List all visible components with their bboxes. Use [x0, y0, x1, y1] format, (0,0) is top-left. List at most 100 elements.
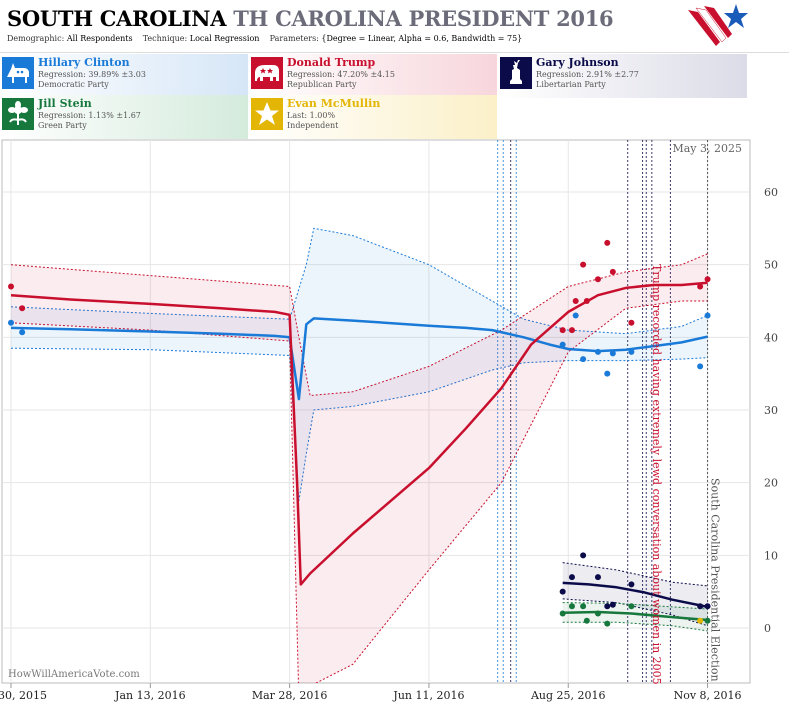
annotation-election: South Carolina Presidential Election — [709, 478, 722, 682]
data-point — [559, 341, 566, 348]
candidate-name: Gary Johnson — [536, 56, 619, 69]
data-point — [572, 298, 579, 304]
plot-area — [1, 139, 751, 684]
series-line — [562, 610, 708, 622]
band-lower — [10, 300, 708, 683]
data-point — [697, 283, 704, 290]
data-point — [628, 603, 635, 610]
date-label: May 3, 2025 — [672, 142, 742, 155]
data-point — [19, 305, 26, 312]
data-point — [594, 348, 601, 355]
y-tick-label: 30 — [764, 404, 778, 417]
band-upper — [562, 562, 708, 587]
data-point — [8, 283, 14, 290]
data-point — [568, 603, 575, 610]
data-point — [559, 588, 566, 595]
data-point — [704, 617, 711, 624]
y-tick-label: 10 — [764, 549, 778, 562]
flag-star-logo — [688, 4, 748, 46]
candidate-card-mcmullin: Evan McMullin Last: 1.00% Independent — [249, 95, 497, 139]
candidate-party: Republican Party — [287, 80, 357, 89]
data-point — [604, 370, 611, 377]
candidate-regression: Regression: 47.20% ±4.15 — [287, 70, 395, 79]
title-rest: TH CAROLINA PRESIDENT 2016 — [233, 6, 614, 31]
data-point — [572, 312, 579, 319]
page-title: SOUTH CAROLINA TH CAROLINA PRESIDENT 201… — [7, 6, 614, 31]
y-tick-label: 60 — [764, 186, 778, 199]
band-upper — [10, 253, 708, 397]
x-tick-label: Oct 30, 2015 — [0, 689, 47, 702]
data-point — [628, 348, 635, 355]
candidate-regression: Regression: 2.91% ±2.77 — [536, 70, 639, 79]
candidate-party: Democratic Party — [38, 80, 109, 89]
poll-chart: 0 10 20 30 40 50 60 Oct 30, 2015 Jan 13, 2016 Mar… — [0, 139, 778, 702]
series-line — [10, 317, 708, 401]
data-point — [580, 356, 587, 363]
data-point — [594, 276, 601, 283]
annotation-event: Trump recorded having extremely lewd con… — [650, 264, 663, 685]
x-tick-label: Nov 8, 2016 — [674, 689, 742, 702]
data-point — [580, 552, 587, 559]
parameters-label: Parameters: — [269, 34, 319, 43]
data-point — [697, 603, 704, 610]
candidate-regression: Last: 1.00% — [287, 111, 336, 120]
technique-value: Local Regression — [189, 34, 260, 43]
y-tick-label: 0 — [764, 622, 771, 635]
watermark: HowWillAmericaVote.com — [8, 669, 140, 680]
data-point — [609, 268, 616, 275]
candidate-party: Green Party — [38, 121, 87, 130]
candidate-name: Jill Stein — [38, 97, 92, 110]
elephant-icon — [251, 57, 283, 89]
confidence-band — [562, 602, 708, 631]
data-point — [568, 574, 575, 581]
data-point — [559, 327, 566, 334]
parameters-line: Demographic: All Respondents Technique: … — [7, 34, 522, 43]
data-point — [704, 603, 711, 610]
data-point — [609, 350, 616, 357]
donkey-icon — [2, 57, 34, 89]
technique-label: Technique: — [142, 34, 188, 43]
liberty-icon — [500, 57, 532, 89]
confidence-band — [11, 228, 708, 501]
band-lower — [562, 621, 708, 632]
data-point — [568, 327, 575, 334]
x-tick-label: Aug 25, 2016 — [530, 689, 606, 702]
candidate-name: Donald Trump — [287, 56, 376, 69]
y-tick-label: 50 — [764, 259, 778, 272]
candidate-card-johnson: Gary Johnson Regression: 2.91% ±2.77 Lib… — [498, 54, 747, 98]
data-point — [604, 239, 611, 246]
data-point — [580, 603, 587, 610]
candidate-card-stein: Jill Stein Regression: 1.13% ±1.67 Green… — [0, 95, 248, 139]
candidate-party: Libertarian Party — [536, 80, 606, 89]
data-point — [628, 319, 635, 326]
data-point — [609, 601, 616, 608]
data-point — [580, 261, 587, 268]
candidate-regression: Regression: 39.89% ±3.03 — [38, 70, 146, 79]
y-tick-label: 20 — [764, 477, 778, 490]
plot-layer — [8, 227, 711, 683]
data-point — [594, 610, 601, 617]
x-tick-label: Jan 13, 2016 — [114, 689, 186, 702]
confidence-band — [11, 253, 708, 683]
candidate-card-clinton: Hillary Clinton Regression: 39.89% ±3.03… — [0, 54, 248, 98]
demographic-label: Demographic: — [7, 34, 65, 43]
candidate-party: Independent — [287, 121, 339, 130]
data-point — [559, 610, 566, 617]
data-point — [697, 617, 704, 624]
band-upper — [562, 602, 708, 610]
demographic-value: All Respondents — [66, 34, 133, 43]
data-point — [583, 298, 590, 304]
data-point — [704, 312, 711, 319]
data-point — [704, 276, 711, 283]
x-tick-label: Jun 11, 2016 — [392, 689, 464, 702]
band-lower — [562, 598, 708, 627]
flower-icon — [2, 98, 34, 130]
candidate-name: Hillary Clinton — [38, 56, 130, 69]
y-tick-label: 40 — [764, 331, 778, 344]
series-line — [562, 581, 708, 609]
candidate-name: Evan McMullin — [287, 97, 381, 110]
series-line — [10, 281, 708, 586]
title-state: SOUTH CAROLINA — [7, 6, 227, 31]
data-point — [604, 603, 611, 610]
data-point — [697, 363, 704, 370]
